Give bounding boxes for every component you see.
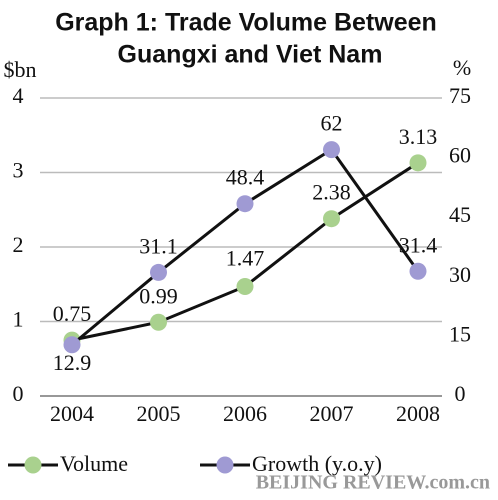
data-label: 0.75 xyxy=(53,301,92,326)
marker xyxy=(323,210,340,228)
y-tick-label: 1 xyxy=(13,307,24,332)
marker xyxy=(409,154,427,172)
chart-subtitle: Guangxi and Viet Nam xyxy=(118,41,383,69)
legend-marker xyxy=(24,456,42,474)
y2-tick-label: 60 xyxy=(449,143,471,168)
marker xyxy=(409,262,427,280)
x-tick-label: 2004 xyxy=(50,401,94,426)
y-axis-label: $bn xyxy=(4,57,37,82)
y2-tick-label: 30 xyxy=(449,262,471,287)
data-label: 62 xyxy=(321,111,343,136)
data-label: 2.38 xyxy=(312,180,351,205)
data-label: 48.4 xyxy=(226,165,265,190)
data-label: 0.99 xyxy=(139,283,178,308)
data-label: 31.1 xyxy=(139,233,178,258)
y2-tick-label: 75 xyxy=(449,83,471,108)
data-label: 12.9 xyxy=(53,350,92,375)
data-label: 31.4 xyxy=(399,232,438,257)
x-tick-label: 2007 xyxy=(310,401,354,426)
data-label: 3.13 xyxy=(399,124,438,149)
legend-label: Volume xyxy=(60,451,128,476)
y-tick-label: 4 xyxy=(13,83,24,108)
y2-tick-label: 0 xyxy=(455,381,466,406)
y-tick-label: 3 xyxy=(13,158,24,183)
marker xyxy=(323,141,340,159)
marker xyxy=(63,336,81,354)
x-tick-label: 2005 xyxy=(137,401,181,426)
marker xyxy=(150,313,167,331)
data-label: 1.47 xyxy=(226,246,265,271)
watermark: BEIJING REVIEW.com.cn xyxy=(256,472,490,494)
chart-title: Graph 1: Trade Volume Between xyxy=(55,9,437,37)
y-tick-label: 0 xyxy=(13,381,24,406)
marker xyxy=(236,195,254,213)
legend-label: Growth (y.o.y) xyxy=(252,451,382,476)
x-tick-label: 2008 xyxy=(396,401,440,426)
y2-tick-label: 15 xyxy=(449,321,471,346)
x-tick-label: 2006 xyxy=(223,401,267,426)
y2-tick-label: 45 xyxy=(449,202,471,227)
marker xyxy=(150,263,167,281)
y2-axis-label: % xyxy=(453,55,471,80)
legend-marker xyxy=(216,456,234,474)
y-tick-label: 2 xyxy=(13,232,24,257)
marker xyxy=(236,277,254,295)
